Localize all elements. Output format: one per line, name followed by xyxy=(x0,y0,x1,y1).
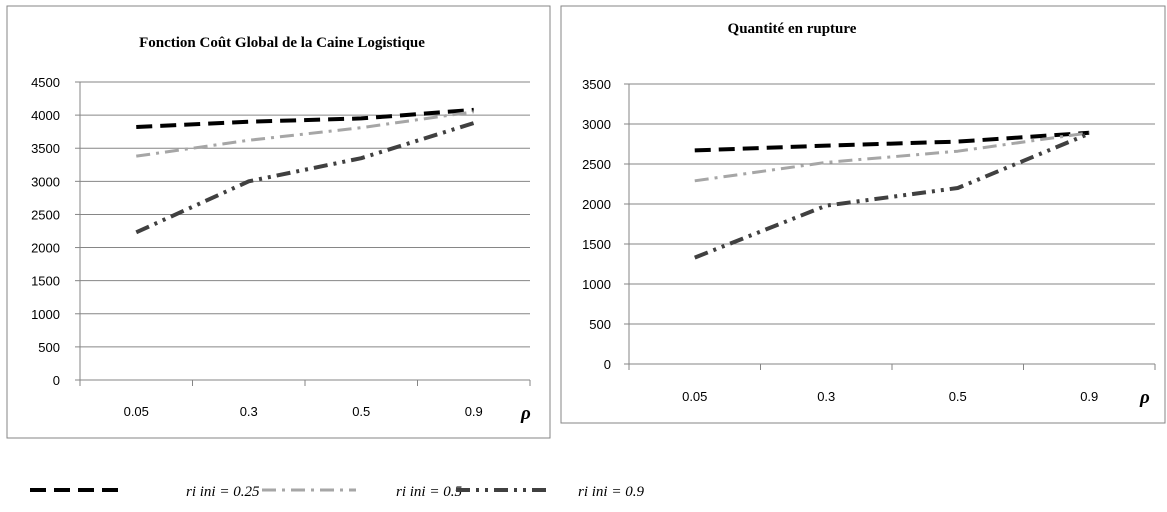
y-tick-label: 1000 xyxy=(31,307,60,322)
x-axis-label: ρ xyxy=(1139,387,1150,408)
series-line-3 xyxy=(135,121,475,235)
series-line-3 xyxy=(694,131,1091,260)
chart-frame xyxy=(6,5,551,439)
y-tick-label: 500 xyxy=(589,317,611,332)
series-line-1 xyxy=(694,130,1090,153)
x-tick-label: 0.05 xyxy=(124,404,149,419)
y-tick-label: 2500 xyxy=(582,157,611,172)
legend-label-1: ri ini = 0.25 xyxy=(186,484,260,500)
y-tick-label: 0 xyxy=(604,357,611,372)
chart-frame xyxy=(560,5,1166,424)
y-tick-label: 1000 xyxy=(582,277,611,292)
x-axis-label: ρ xyxy=(520,403,531,424)
x-tick-label: 0.3 xyxy=(240,404,258,419)
series-line-2 xyxy=(136,110,474,158)
x-tick-label: 0.9 xyxy=(1080,389,1098,404)
x-tick-label: 0.05 xyxy=(682,389,707,404)
y-tick-label: 4500 xyxy=(31,75,60,90)
chart-title: Fonction Coût Global de la Caine Logisti… xyxy=(139,35,425,51)
x-tick-label: 0.5 xyxy=(949,389,967,404)
x-tick-label: 0.5 xyxy=(352,404,370,419)
y-tick-label: 500 xyxy=(38,340,60,355)
x-tick-label: 0.3 xyxy=(817,389,835,404)
chart-quantite-rupture: Quantité en rupture 0 500 1000 1500 2000 2500 3… xyxy=(560,5,1166,424)
y-tick-label: 4000 xyxy=(31,108,60,123)
chart-cost-global: Fonction Coût Global de la Caine Logisti… xyxy=(6,5,551,439)
y-tick-label: 0 xyxy=(53,373,60,388)
y-tick-label: 1500 xyxy=(31,274,60,289)
y-tick-label: 1500 xyxy=(582,237,611,252)
chart-title: Quantité en rupture xyxy=(728,21,857,37)
series-line-2 xyxy=(694,131,1090,183)
y-tick-label: 2000 xyxy=(582,197,611,212)
legend: ri ini = 0.25 ri ini = 0.5 ri ini = 0.9 xyxy=(30,484,644,500)
legend-label-3: ri ini = 0.9 xyxy=(578,484,644,500)
series-line-1 xyxy=(136,107,474,130)
y-tick-label: 2500 xyxy=(31,207,60,222)
legend-label-2: ri ini = 0.5 xyxy=(396,484,462,500)
x-tick-label: 0.9 xyxy=(465,404,483,419)
y-tick-label: 3000 xyxy=(31,174,60,189)
y-tick-label: 3500 xyxy=(31,141,60,156)
y-tick-label: 2000 xyxy=(31,241,60,256)
y-tick-label: 3000 xyxy=(582,117,611,132)
y-tick-label: 3500 xyxy=(582,77,611,92)
